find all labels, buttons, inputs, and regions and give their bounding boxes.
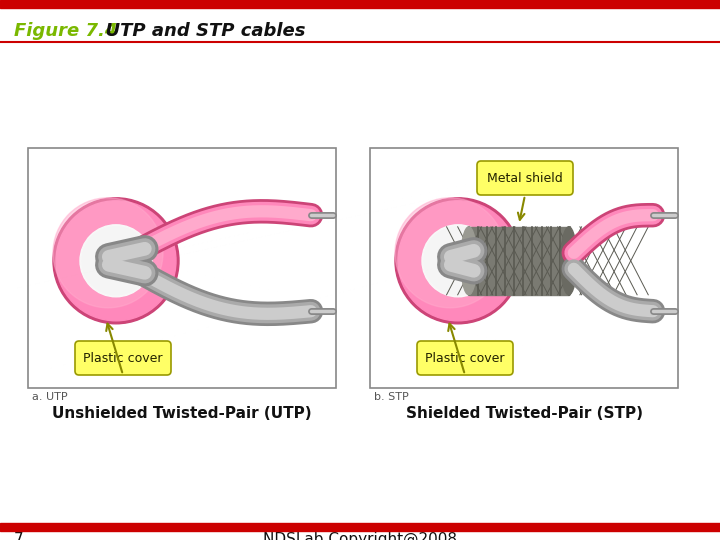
Ellipse shape: [80, 225, 152, 297]
FancyBboxPatch shape: [417, 341, 513, 375]
Bar: [370, 148, 678, 388]
Ellipse shape: [461, 227, 477, 295]
Text: a. UTP: a. UTP: [32, 392, 68, 402]
Ellipse shape: [424, 227, 492, 295]
Bar: [28, 148, 336, 388]
FancyBboxPatch shape: [75, 341, 171, 375]
Ellipse shape: [398, 201, 518, 321]
Ellipse shape: [53, 198, 179, 324]
Text: UTP and STP cables: UTP and STP cables: [93, 22, 305, 40]
Text: Figure 7.4: Figure 7.4: [14, 22, 117, 40]
Text: Plastic cover: Plastic cover: [84, 352, 163, 365]
Text: 7: 7: [14, 532, 24, 540]
Bar: [469, 227, 569, 295]
Text: Plastic cover: Plastic cover: [426, 352, 505, 365]
Text: Shielded Twisted-Pair (STP): Shielded Twisted-Pair (STP): [405, 406, 642, 421]
Text: b. STP: b. STP: [374, 392, 409, 402]
Text: NDSLab Copyright@2008: NDSLab Copyright@2008: [263, 532, 457, 540]
Ellipse shape: [561, 227, 577, 295]
Ellipse shape: [53, 198, 163, 308]
Text: Unshielded Twisted-Pair (UTP): Unshielded Twisted-Pair (UTP): [52, 406, 312, 421]
Bar: [0, 523, 720, 531]
Ellipse shape: [395, 198, 505, 308]
Bar: [0, 0, 720, 8]
Ellipse shape: [56, 201, 176, 321]
Ellipse shape: [82, 227, 150, 295]
FancyBboxPatch shape: [477, 161, 573, 195]
Ellipse shape: [422, 225, 494, 297]
Ellipse shape: [395, 198, 521, 324]
Text: Metal shield: Metal shield: [487, 172, 563, 185]
